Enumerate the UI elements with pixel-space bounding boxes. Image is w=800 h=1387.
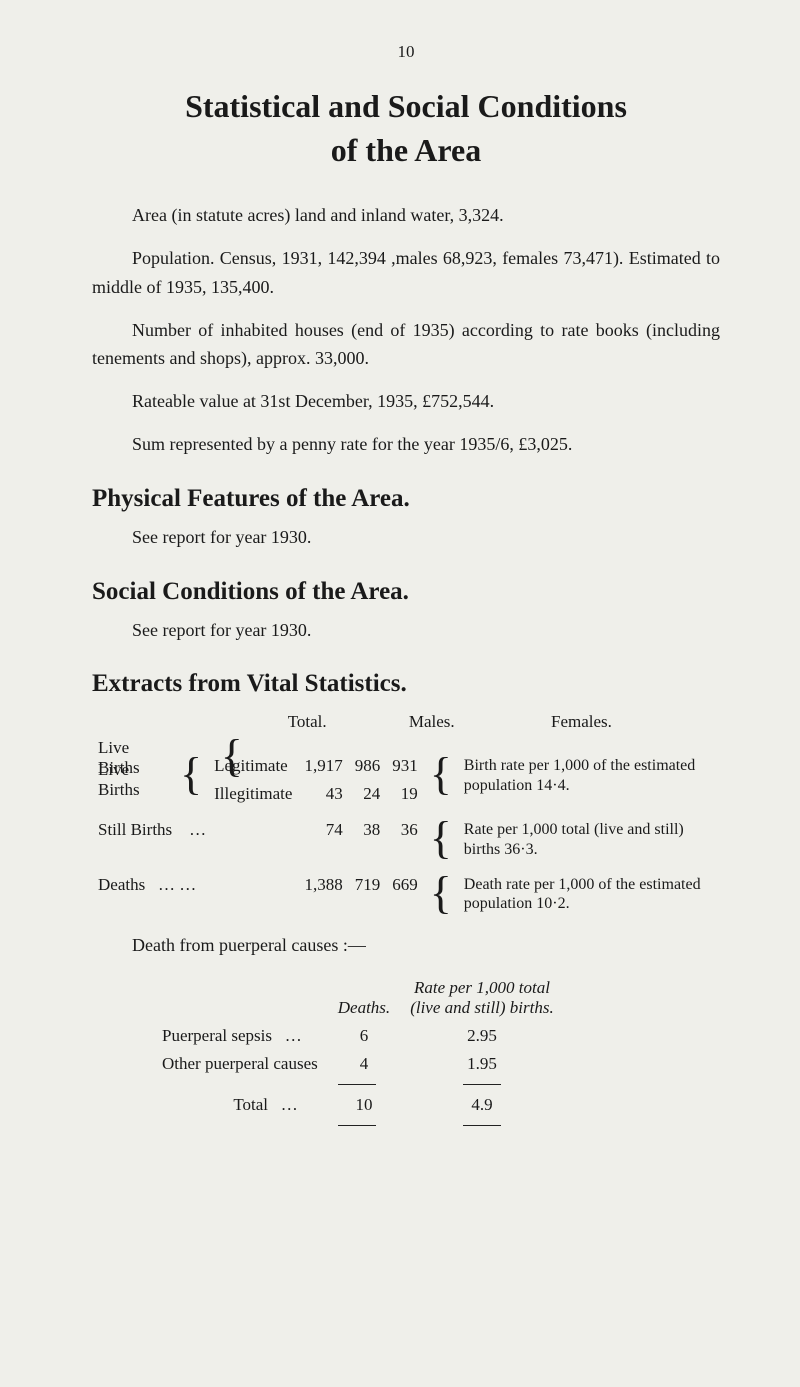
- puer-row-sepsis: Puerperal sepsis … 6 2.95: [152, 1022, 564, 1050]
- puer-header: Deaths. Rate per 1,000 total (live and s…: [152, 974, 564, 1022]
- title-line-1: Statistical and Social Conditions: [92, 86, 720, 128]
- illegit-females: 19: [386, 780, 424, 808]
- puer-total-label: Total: [233, 1095, 268, 1114]
- puer-hdr-rate-2: (live and still) births.: [410, 998, 554, 1017]
- puer-total-dots: …: [281, 1095, 298, 1114]
- still-females: 36: [386, 816, 424, 862]
- legit-females: 931: [386, 752, 424, 780]
- physical-body: See report for year 1930.: [92, 523, 720, 552]
- still-note: Rate per 1,000 total (live and still) bi…: [458, 816, 720, 862]
- puer-sepsis-label: Puerperal sepsis: [162, 1026, 272, 1045]
- puer-total-deaths: 10: [328, 1091, 400, 1119]
- puer-other-label: Other puerperal causes: [152, 1050, 328, 1078]
- births-label2: Births: [98, 780, 140, 799]
- puerperal-intro: Death from puerperal causes :—: [92, 931, 720, 960]
- puer-row-total: Total … 10 4.9: [152, 1091, 564, 1119]
- puer-rule-1: [152, 1078, 564, 1091]
- stats-header-row: Total. Males. Females.: [92, 708, 720, 734]
- puer-row-other: Other puerperal causes 4 1.95: [152, 1050, 564, 1078]
- page-number: 10: [92, 42, 720, 62]
- social-body: See report for year 1930.: [92, 616, 720, 645]
- title-line-2: of the Area: [92, 130, 720, 172]
- heading-physical: Physical Features of the Area.: [92, 485, 720, 513]
- hdr-males: Males.: [366, 708, 498, 734]
- paragraph-penny-rate: Sum represented by a penny rate for the …: [92, 430, 720, 459]
- deaths-label: Deaths: [98, 875, 145, 894]
- puer-other-deaths: 4: [328, 1050, 400, 1078]
- deaths-males: 719: [349, 871, 387, 917]
- legit-males: 986: [349, 752, 387, 780]
- deaths-dots: … …: [158, 875, 196, 894]
- document-page: 10 Statistical and Social Conditions of …: [0, 0, 800, 1387]
- rule-icon: [338, 1084, 376, 1085]
- illegit-males: 24: [349, 780, 387, 808]
- still-total: 74: [298, 816, 348, 862]
- hdr-total: Total.: [249, 708, 366, 734]
- illegit-total: 43: [298, 780, 348, 808]
- row-deaths: Deaths … … 1,388 719 669 { Death rate pe…: [92, 871, 720, 917]
- rule-icon: [338, 1125, 376, 1126]
- paragraph-area: Area (in statute acres) land and inland …: [92, 201, 720, 230]
- puerperal-table: Deaths. Rate per 1,000 total (live and s…: [152, 974, 564, 1132]
- hdr-females: Females.: [498, 708, 665, 734]
- rule-icon: [463, 1125, 501, 1126]
- row-still-births: Still Births … 74 38 36 { Rate per 1,000…: [92, 816, 720, 862]
- still-label: Still Births: [98, 820, 172, 839]
- still-brace-icon: {: [424, 816, 458, 862]
- brace-icon: {: [215, 734, 249, 782]
- still-males: 38: [349, 816, 387, 862]
- deaths-females: 669: [386, 871, 424, 917]
- puer-sepsis-deaths: 6: [328, 1022, 400, 1050]
- live-label: Live: [98, 738, 129, 757]
- puer-rule-2: [152, 1119, 564, 1132]
- puer-other-rate: 1.95: [400, 1050, 564, 1078]
- puer-hdr-rate-1: Rate per 1,000 total: [414, 978, 550, 997]
- left-brace-icon: {: [174, 752, 208, 808]
- live-label2: Live: [98, 760, 129, 779]
- deaths-brace-icon: {: [424, 871, 458, 917]
- paragraph-rateable: Rateable value at 31st December, 1935, £…: [92, 387, 720, 416]
- illegit-label: Illegitimate: [208, 780, 298, 808]
- legit-total: 1,917: [298, 752, 348, 780]
- puer-sepsis-rate: 2.95: [400, 1022, 564, 1050]
- deaths-note: Death rate per 1,000 of the estimated po…: [458, 871, 720, 917]
- paragraph-houses: Number of inhabited houses (end of 1935)…: [92, 316, 720, 374]
- row-legit: Live Births { Legitimate 1,917 986 931 {…: [92, 752, 720, 780]
- right-brace-icon: {: [424, 752, 458, 808]
- puer-hdr-deaths: Deaths.: [328, 974, 400, 1022]
- rule-icon: [463, 1084, 501, 1085]
- heading-social: Social Conditions of the Area.: [92, 578, 720, 606]
- paragraph-population: Population. Census, 1931, 142,394 ,males…: [92, 244, 720, 302]
- vital-stats-table-body: Live Births { Legitimate 1,917 986 931 {…: [92, 752, 720, 917]
- still-dots: …: [189, 820, 206, 839]
- puer-total-rate: 4.9: [400, 1091, 564, 1119]
- births-note: Birth rate per 1,000 of the estimated po…: [458, 752, 720, 808]
- deaths-total: 1,388: [298, 871, 348, 917]
- heading-extracts: Extracts from Vital Statistics.: [92, 670, 720, 698]
- puer-sepsis-dots: …: [285, 1026, 302, 1045]
